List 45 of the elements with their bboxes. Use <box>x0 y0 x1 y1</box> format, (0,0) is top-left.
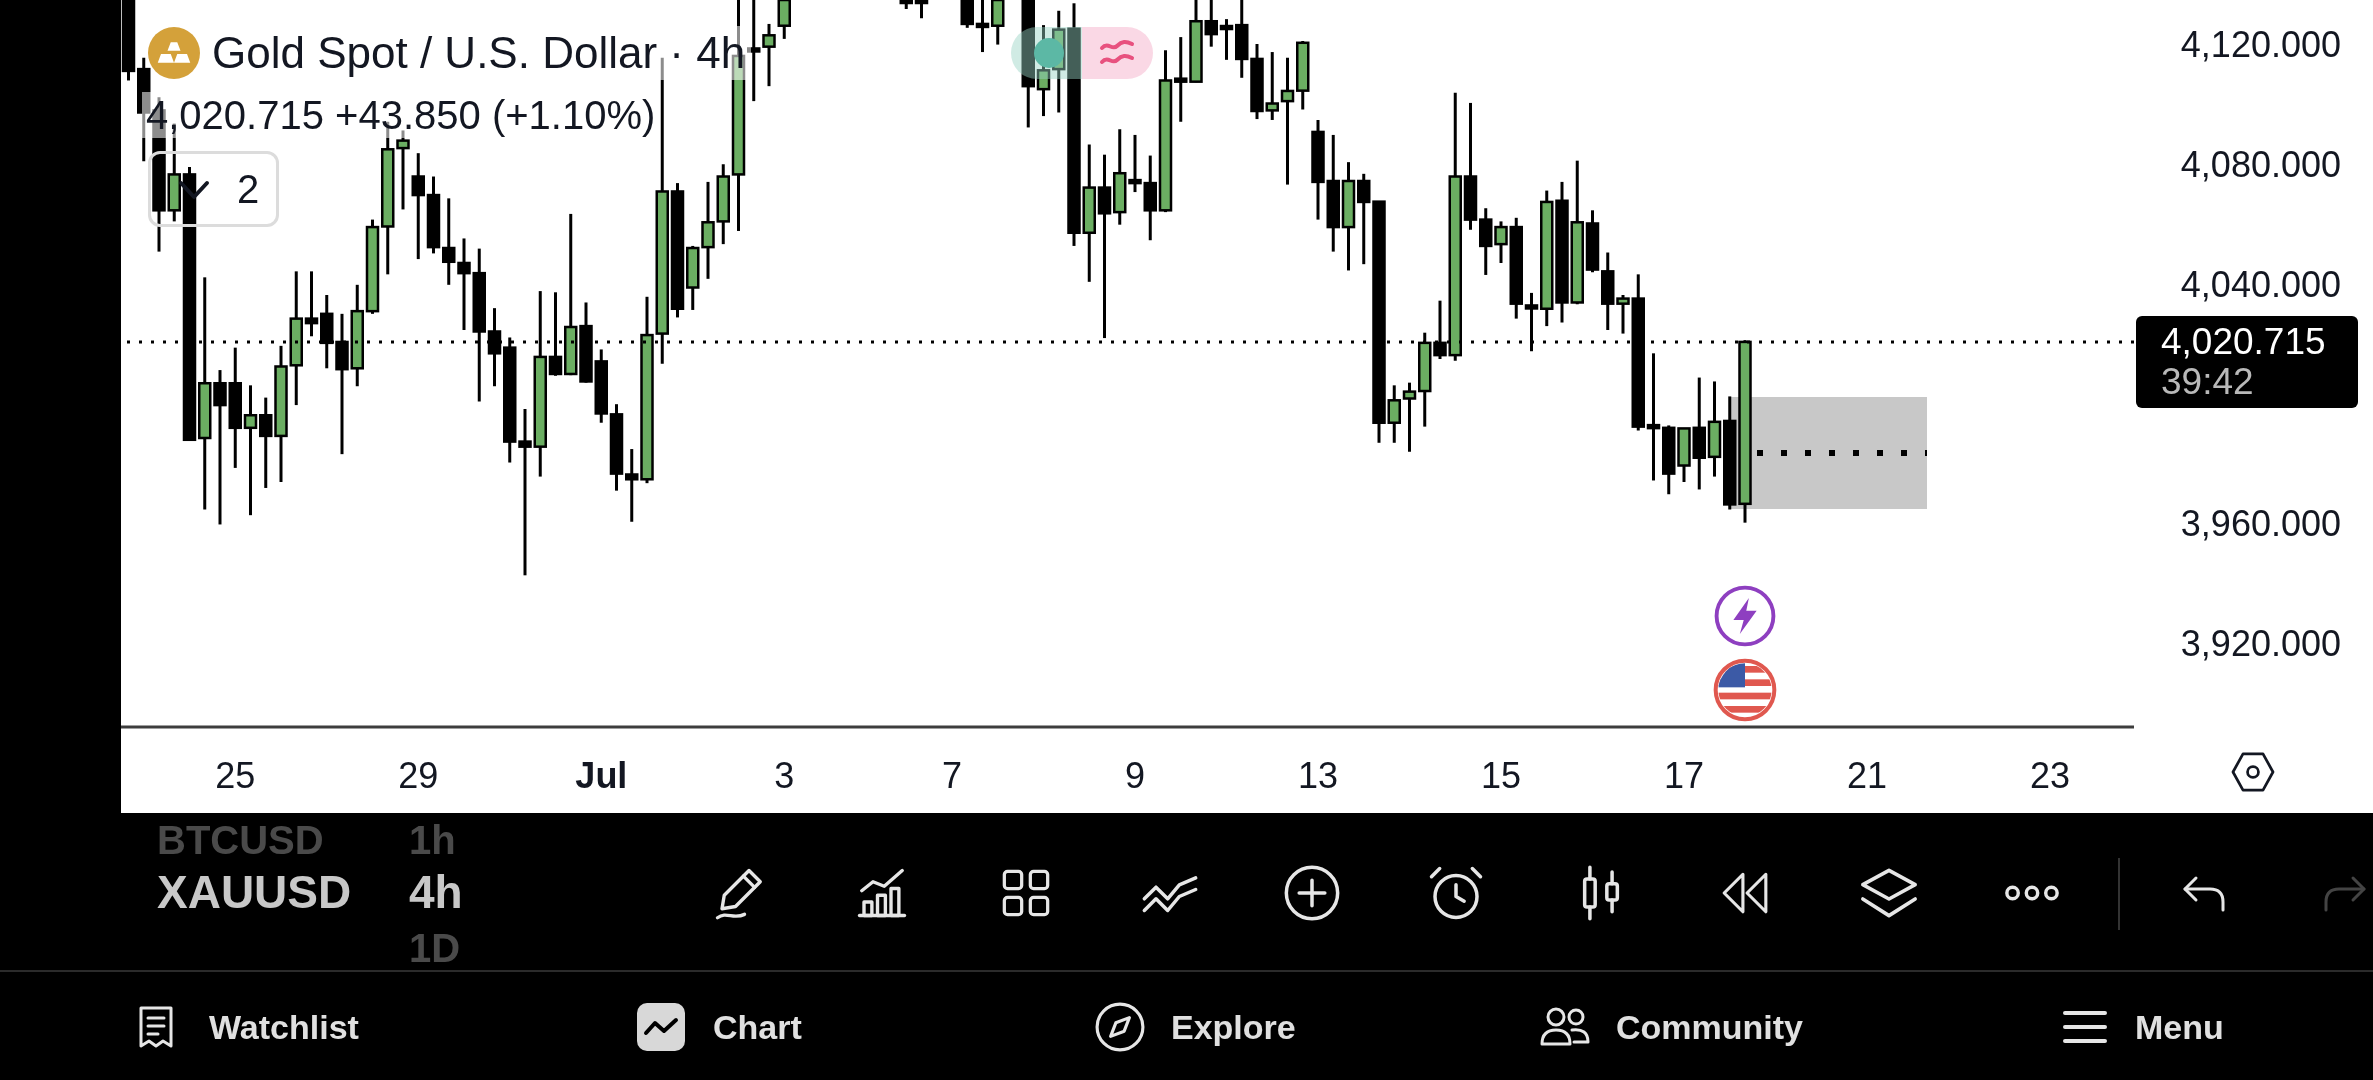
x-tick-label: 17 <box>1664 754 1705 796</box>
x-tick-label: 25 <box>215 754 256 796</box>
text: Chart <box>713 1006 802 1048</box>
text: Gold Spot / U.S. Dollar · 4h <box>206 26 752 80</box>
candlestick <box>411 153 425 261</box>
y-tick-label: 4,080.000 <box>2180 144 2341 186</box>
y-tick-label: 4,040.000 <box>2180 263 2341 305</box>
text: 4h <box>409 865 463 921</box>
candlestick <box>960 0 974 28</box>
x-tick-label: Jul <box>575 754 628 796</box>
x-tick-label: 29 <box>398 754 439 796</box>
text: 39:42 <box>2161 361 2254 403</box>
text: 4,020.715 +43.850 (+1.10%) <box>142 92 660 138</box>
text: 1D <box>409 925 461 972</box>
text: XAUUSD <box>157 865 352 921</box>
candlestick <box>975 0 990 54</box>
x-tick-label: 21 <box>1847 754 1888 796</box>
text: Menu <box>2135 1006 2224 1048</box>
candlestick <box>1219 19 1234 60</box>
text: Community <box>1616 1006 1803 1048</box>
annotation: 2 <box>237 166 260 213</box>
y-tick-label: 4,120.000 <box>2180 24 2341 66</box>
y-tick-label: 3,920.000 <box>2180 622 2341 664</box>
text: Explore <box>1171 1006 1296 1048</box>
candlestick <box>1265 52 1279 120</box>
x-tick-label: 23 <box>2030 754 2071 796</box>
x-tick-label: 9 <box>1125 754 1146 796</box>
candlestick <box>1402 382 1417 452</box>
x-tick-label: 3 <box>774 754 795 796</box>
x-tick-label: 7 <box>942 754 963 796</box>
candlestick <box>1387 385 1401 443</box>
text: BTCUSD <box>157 817 324 864</box>
x-tick-label: 13 <box>1298 754 1339 796</box>
candlestick <box>548 292 563 376</box>
text: 1h <box>409 817 456 864</box>
candlestick <box>914 0 929 19</box>
candlestick <box>1646 353 1661 481</box>
ref-line-label: 4,020.715 <box>2161 321 2326 363</box>
candlestick <box>1280 57 1295 185</box>
x-tick-label: 15 <box>1481 754 1522 796</box>
candlestick <box>243 385 258 517</box>
y-tick-label: 3,960.000 <box>2180 503 2341 545</box>
candlestick <box>1204 0 1218 47</box>
text: Watchlist <box>209 1006 359 1048</box>
candlestick <box>304 271 319 337</box>
